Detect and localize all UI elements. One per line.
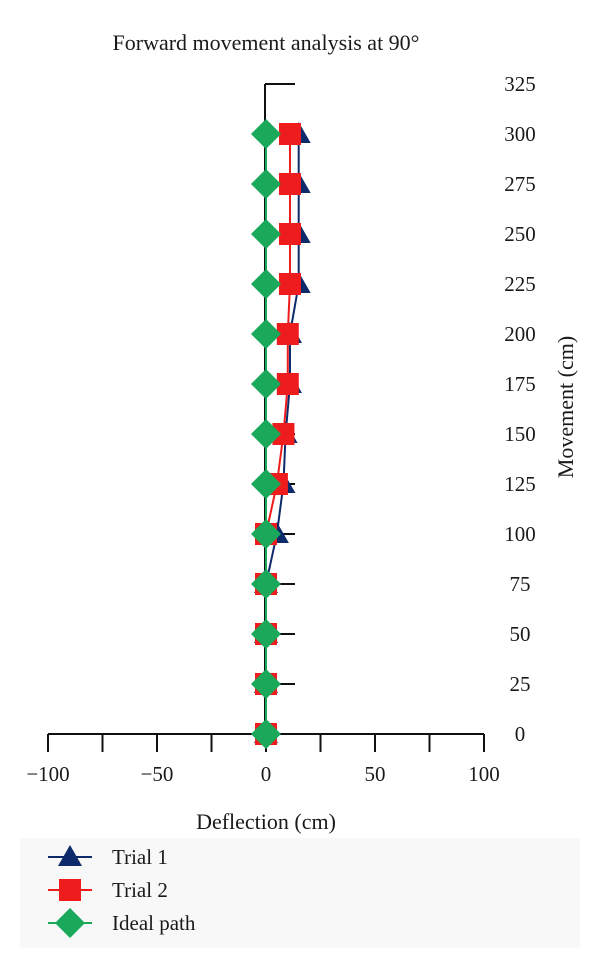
plot-area [251, 119, 311, 749]
y-tick-label: 325 [504, 72, 536, 96]
chart-title: Forward movement analysis at 90° [113, 30, 420, 55]
y-tick-label: 225 [504, 272, 536, 296]
y-tick-label: 200 [504, 322, 536, 346]
y-tick-label: 175 [504, 372, 536, 396]
y-tick-label: 125 [504, 472, 536, 496]
legend-label: Trial 2 [112, 878, 168, 902]
data-point-square [276, 323, 299, 345]
data-point-diamond [251, 719, 281, 749]
data-point-square [278, 273, 301, 295]
y-tick-label: 275 [504, 172, 536, 196]
y-tick-label: 300 [504, 122, 536, 146]
data-point-diamond [251, 219, 281, 249]
x-tick-label: −100 [26, 762, 69, 786]
series-ideal-path [251, 119, 281, 749]
data-point-square [278, 123, 301, 145]
legend-marker-triangle [58, 845, 82, 866]
y-axis-label: Movement (cm) [553, 336, 578, 478]
legend-item: Trial 2 [48, 878, 168, 902]
x-tick-label: 50 [365, 762, 386, 786]
data-point-diamond [251, 169, 281, 199]
y-tick-label: 75 [510, 572, 531, 596]
data-point-square [278, 173, 301, 195]
data-point-diamond [251, 619, 281, 649]
data-point-diamond [251, 469, 281, 499]
data-point-diamond [251, 269, 281, 299]
y-tick-label: 250 [504, 222, 536, 246]
data-point-diamond [251, 319, 281, 349]
legend: Trial 1 Trial 2 Ideal path [48, 845, 196, 938]
x-tick-label: 0 [261, 762, 272, 786]
legend-marker-square [59, 879, 81, 901]
data-point-diamond [251, 569, 281, 599]
data-point-square [272, 423, 295, 445]
x-tick-label: −50 [141, 762, 174, 786]
data-point-diamond [251, 119, 281, 149]
data-point-diamond [251, 369, 281, 399]
legend-label: Trial 1 [112, 845, 168, 869]
data-point-diamond [251, 519, 281, 549]
y-tick-label: 50 [510, 622, 531, 646]
legend-item: Ideal path [48, 908, 196, 938]
y-tick-label: 25 [510, 672, 531, 696]
legend-background [20, 838, 580, 948]
data-point-square [278, 223, 301, 245]
data-point-diamond [251, 669, 281, 699]
data-point-diamond [251, 419, 281, 449]
legend-marker-diamond [55, 908, 85, 938]
legend-item: Trial 1 [48, 845, 168, 869]
y-tick-label: 100 [504, 522, 536, 546]
x-axis-label: Deflection (cm) [196, 809, 336, 834]
y-tick-label: 150 [504, 422, 536, 446]
x-tick-label: 100 [468, 762, 500, 786]
legend-label: Ideal path [112, 911, 196, 935]
y-tick-label: 0 [515, 722, 526, 746]
data-point-square [276, 373, 299, 395]
